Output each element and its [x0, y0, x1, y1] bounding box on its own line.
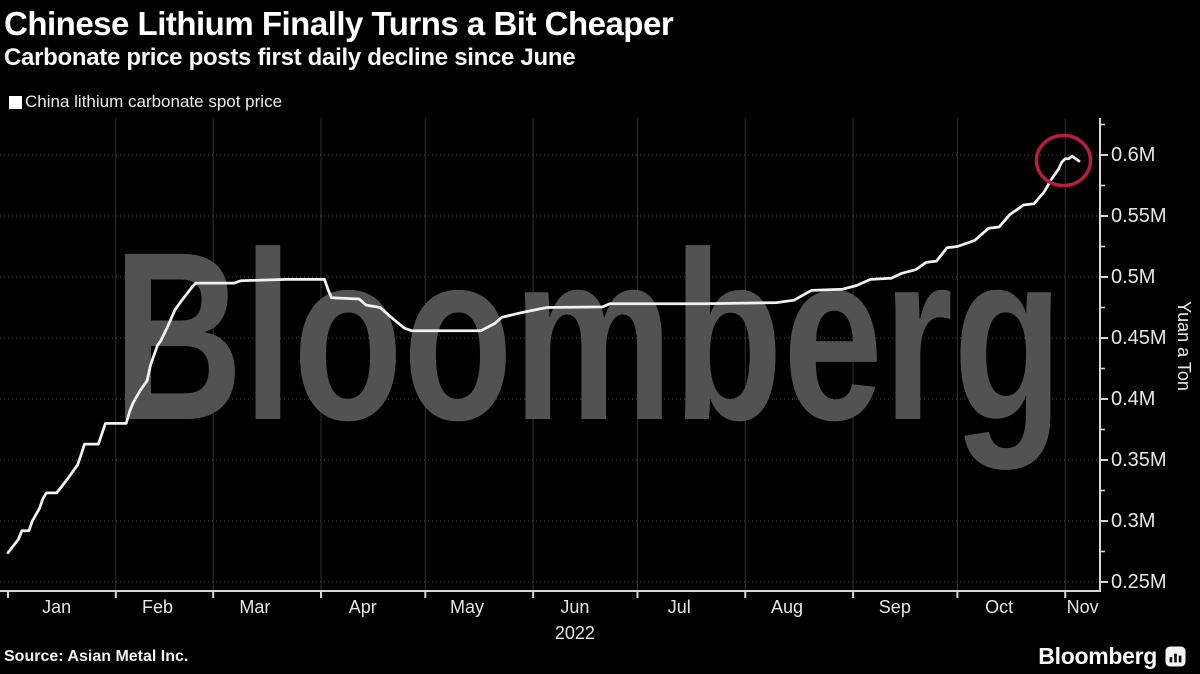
axis-lines — [0, 118, 1101, 592]
y-tick-label: 0.35M — [1111, 449, 1167, 471]
bar-chart-badge-icon — [1165, 646, 1186, 667]
x-month-label: Jun — [560, 597, 589, 617]
x-month-label: Feb — [142, 597, 173, 617]
source-credit: Source: Asian Metal Inc. — [4, 648, 189, 665]
x-month-label: Nov — [1067, 597, 1099, 617]
y-tick-label: 0.25M — [1111, 571, 1167, 593]
y-axis-title: Yuan a Ton — [1174, 301, 1194, 391]
legend-swatch-icon — [9, 95, 22, 109]
page-subtitle: Carbonate price posts first daily declin… — [4, 44, 576, 71]
page-title: Chinese Lithium Finally Turns a Bit Chea… — [4, 5, 674, 42]
y-tick-label: 0.5M — [1111, 266, 1155, 288]
x-month-label: Jul — [668, 597, 691, 617]
y-tick-label: 0.6M — [1111, 144, 1155, 166]
legend-label: China lithium carbonate spot price — [25, 92, 283, 111]
bloomberg-wordmark: Bloomberg — [1038, 643, 1157, 669]
bloomberg-watermark: Bloomberg — [113, 202, 1063, 470]
y-tick-label: 0.55M — [1111, 205, 1167, 227]
y-tick-label: 0.45M — [1111, 327, 1167, 349]
x-month-label: Jan — [42, 597, 71, 617]
x-month-label: May — [450, 597, 484, 617]
x-month-label: Oct — [985, 597, 1013, 617]
price-line-series — [6, 154, 1081, 555]
y-tick-label: 0.4M — [1111, 388, 1155, 410]
bloomberg-logo: Bloomberg — [1038, 643, 1186, 670]
x-month-label: Apr — [349, 597, 377, 617]
y-tick-label: 0.3M — [1111, 510, 1155, 532]
x-month-label: Aug — [771, 597, 803, 617]
legend: China lithium carbonate spot price — [9, 92, 282, 112]
x-year-label: 2022 — [555, 623, 595, 643]
x-month-label: Sep — [879, 597, 911, 617]
x-month-label: Mar — [239, 597, 270, 617]
highlight-circle-annotation — [1034, 133, 1093, 188]
